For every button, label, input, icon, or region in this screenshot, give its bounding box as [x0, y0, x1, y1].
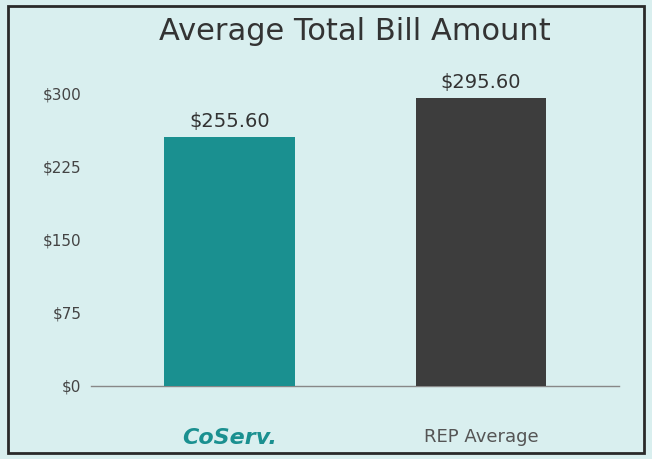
Text: $255.60: $255.60 — [189, 112, 270, 131]
Text: CoServ.: CoServ. — [182, 428, 277, 448]
Title: Average Total Bill Amount: Average Total Bill Amount — [160, 17, 551, 46]
Text: $295.60: $295.60 — [441, 73, 522, 92]
Bar — [416, 98, 546, 386]
Text: REP Average: REP Average — [424, 428, 539, 446]
Bar — [164, 137, 295, 386]
